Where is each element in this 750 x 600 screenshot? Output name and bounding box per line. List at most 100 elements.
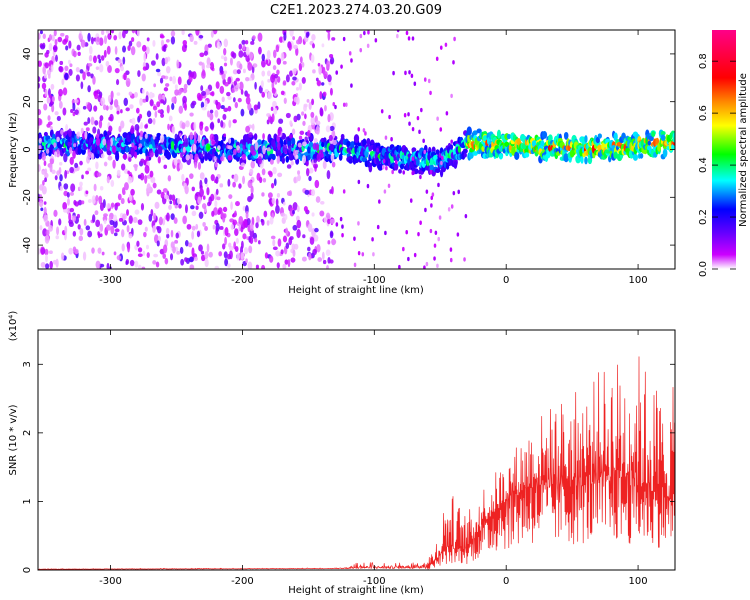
- spectrogram-cell: [38, 32, 41, 41]
- spectrogram-cell: [215, 188, 219, 196]
- spectrogram-cell: [51, 34, 55, 42]
- spectrogram-cell: [313, 163, 319, 169]
- spectrogram-cell: [101, 251, 105, 256]
- spectrogram-cell: [450, 139, 453, 144]
- spectrogram-cell: [264, 252, 269, 259]
- spectrogram-cell: [289, 30, 294, 37]
- spectrogram-cell: [40, 44, 46, 50]
- spectrogram-cell: [95, 219, 101, 228]
- spectrogram-cell: [206, 57, 211, 66]
- spectrogram-cell: [160, 113, 165, 118]
- spectrogram-cell: [257, 156, 263, 165]
- spectrogram-cell: [83, 121, 88, 126]
- spectrogram-cell: [96, 36, 100, 43]
- spectrogram-cell: [318, 149, 324, 158]
- spectrogram-cell: [68, 219, 73, 225]
- spectrogram-cell: [402, 246, 405, 252]
- spectrogram-cell: [248, 132, 253, 138]
- spectrogram-cell: [272, 166, 277, 175]
- snr-ylabel: SNR (10 * v/v): [8, 404, 19, 475]
- spectrogram-cell: [221, 96, 225, 103]
- spectrogram-cell: [403, 113, 407, 118]
- spectrogram-cell: [250, 41, 255, 45]
- x-tick-label: 100: [629, 275, 648, 286]
- spectrogram-cell: [134, 91, 138, 98]
- spectrogram-cell: [135, 107, 140, 114]
- spectrogram-cell: [122, 154, 127, 160]
- spectrogram-cell: [304, 189, 310, 195]
- spectrogram-cell: [295, 154, 299, 159]
- spectrogram-cell: [106, 176, 110, 184]
- spectrogram-cell: [91, 247, 95, 254]
- spectrogram-cell: [48, 250, 53, 255]
- spectrogram-cell: [242, 218, 248, 228]
- spectrogram-cell: [164, 57, 168, 65]
- spectrogram-cell: [342, 189, 346, 194]
- spectrogram-cell: [173, 217, 178, 224]
- spectrogram-cell: [184, 240, 189, 247]
- spectrogram-cell: [292, 249, 296, 257]
- spectrogram-cell: [189, 173, 194, 179]
- spectrogram-cell: [157, 109, 163, 114]
- spectrogram-cell: [245, 96, 251, 105]
- spectrogram-cell: [45, 229, 50, 236]
- y-tick-label: 3: [22, 361, 33, 367]
- spectrogram-cell: [54, 175, 58, 181]
- spectrogram-cell: [41, 82, 47, 90]
- spectrogram-cell: [285, 155, 290, 163]
- spectrogram-cell: [97, 54, 101, 60]
- spectrogram-cell: [327, 218, 331, 225]
- spectrogram-cell: [399, 163, 405, 170]
- spectrogram-cell: [270, 235, 276, 240]
- spectrogram-cell: [366, 183, 370, 189]
- spectrogram-cell: [131, 30, 136, 34]
- spectrogram-cell: [120, 198, 125, 205]
- spectrogram-cell: [84, 130, 88, 140]
- spectrogram-cell: [329, 53, 334, 59]
- spectrogram-cell: [44, 235, 50, 244]
- spectrogram-cell: [411, 36, 415, 41]
- spectrogram-cell: [106, 203, 111, 209]
- spectrogram-cell: [128, 91, 133, 96]
- spectrogram-cell: [323, 216, 328, 223]
- spectrogram-cell: [393, 162, 399, 171]
- spectrogram-cell: [169, 200, 173, 205]
- spectrogram-cell: [425, 189, 429, 194]
- spectrogram-cell: [102, 104, 107, 111]
- spectrogram-cell: [390, 156, 395, 164]
- spectrogram-cell: [145, 155, 150, 162]
- spectrogram-cell: [311, 98, 315, 106]
- spectrogram-cell: [299, 130, 305, 135]
- spectrogram-cell: [257, 139, 263, 146]
- spectrogram-cell: [43, 160, 47, 167]
- spectrogram-cell: [329, 56, 335, 65]
- spectrogram-cell: [233, 148, 237, 156]
- spectrogram-cell: [220, 69, 224, 75]
- spectrogram-cell: [332, 101, 336, 107]
- spectrogram-cell: [69, 207, 75, 213]
- spectrogram-cell: [118, 217, 124, 222]
- spectrogram-cell: [43, 103, 48, 111]
- spectrogram-cell: [232, 181, 236, 188]
- spectrogram-xlabel: Height of straight line (km): [288, 285, 424, 296]
- spectrogram-cell: [79, 160, 83, 166]
- spectrogram-cell: [302, 120, 306, 126]
- spectrogram-cell: [237, 97, 242, 103]
- spectrogram-cell: [220, 55, 225, 60]
- spectrogram-cell: [91, 195, 96, 205]
- spectrogram-cell: [315, 143, 320, 152]
- spectrogram-cell: [308, 141, 314, 148]
- spectrogram-cell: [103, 35, 108, 45]
- spectrogram-cell: [279, 137, 284, 147]
- spectrogram-cell: [58, 88, 63, 97]
- spectrogram-cell: [303, 206, 308, 212]
- spectrogram-cell: [277, 141, 281, 151]
- spectrogram-cell: [296, 113, 301, 121]
- spectrogram-cell: [276, 57, 282, 65]
- spectrogram-cell: [385, 166, 388, 171]
- spectrogram-cell: [270, 106, 274, 111]
- spectrogram-cell: [547, 134, 553, 142]
- spectrogram-cell: [181, 30, 185, 36]
- spectrogram-cell: [83, 218, 87, 226]
